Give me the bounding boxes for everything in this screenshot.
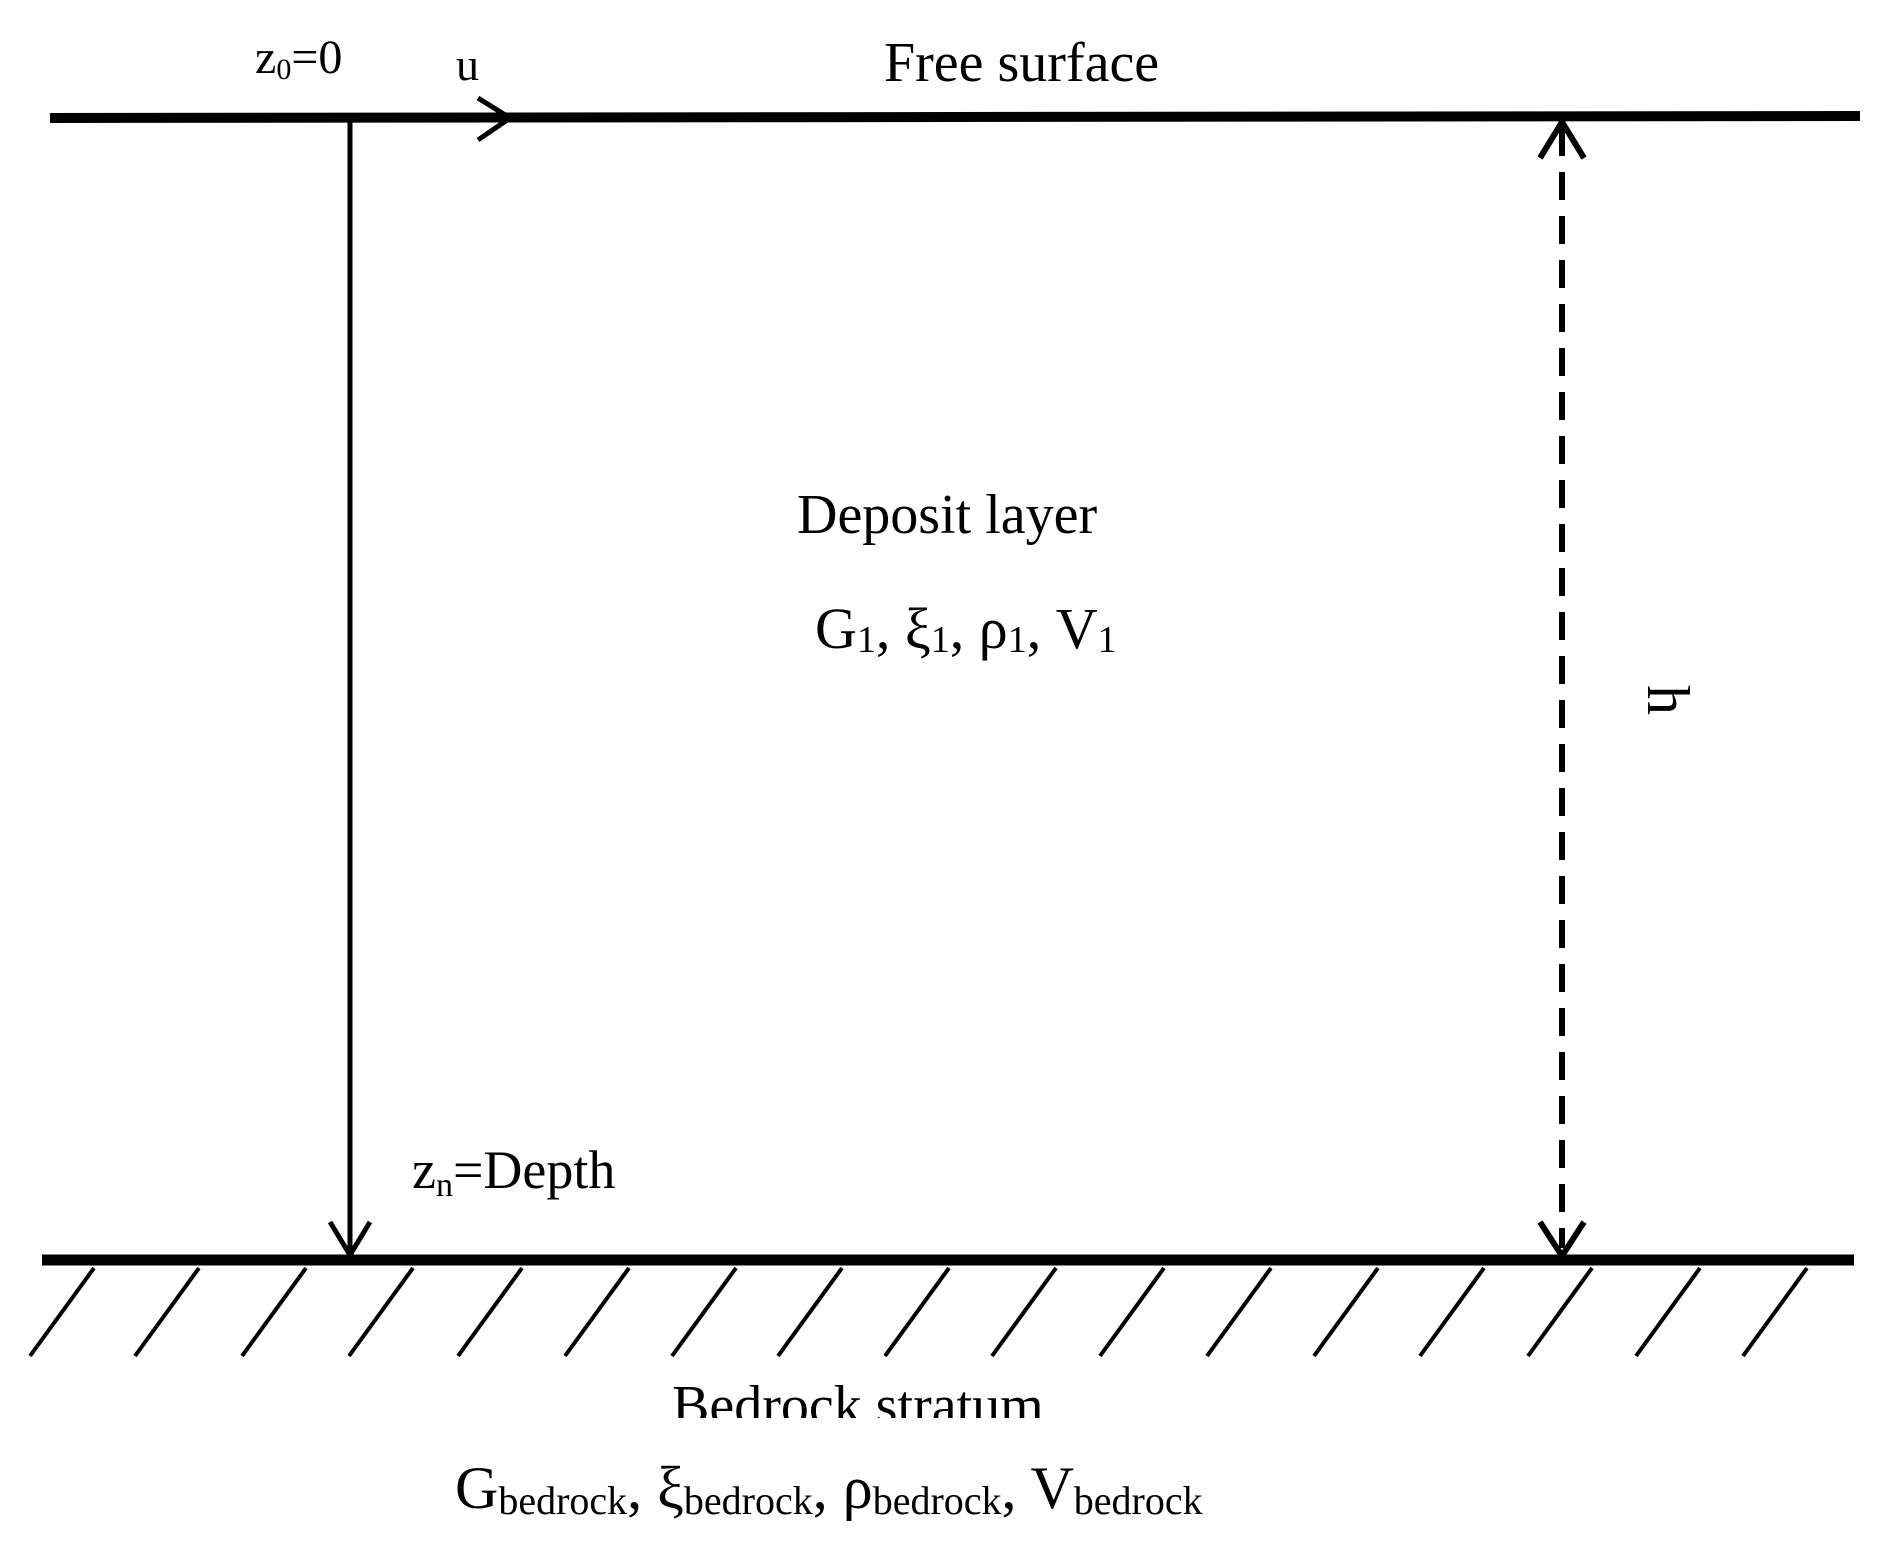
param-subscript: bedrock bbox=[498, 1478, 627, 1523]
param-separator: , bbox=[813, 1455, 843, 1521]
hatch-stroke bbox=[1526, 1266, 1594, 1358]
free-surface-label: Free surface bbox=[884, 32, 1159, 94]
hatch-stroke bbox=[1098, 1266, 1166, 1358]
hatch-stroke bbox=[133, 1266, 201, 1358]
hatch-stroke bbox=[1312, 1266, 1380, 1358]
param-separator: , bbox=[627, 1455, 657, 1521]
z0-value: =0 bbox=[291, 31, 342, 84]
bedrock-hatching bbox=[28, 1266, 1809, 1358]
param-symbol: ρ bbox=[843, 1455, 873, 1521]
hatch-stroke bbox=[1634, 1266, 1702, 1358]
depth-value: =Depth bbox=[453, 1140, 615, 1200]
z0-label: z0=0 bbox=[255, 31, 342, 86]
hatch-stroke bbox=[1741, 1266, 1809, 1358]
param-symbol: V bbox=[1030, 1455, 1073, 1521]
param-symbol: G bbox=[815, 596, 857, 661]
hatch-stroke bbox=[240, 1266, 308, 1358]
hatch-stroke bbox=[883, 1266, 951, 1358]
hatch-stroke bbox=[28, 1266, 96, 1358]
param-separator: , bbox=[950, 596, 979, 661]
hatch-stroke bbox=[1418, 1266, 1486, 1358]
hatch-stroke bbox=[347, 1266, 415, 1358]
param-symbol: ρ bbox=[979, 596, 1008, 661]
u-label: u bbox=[456, 39, 479, 90]
param-subscript: 1 bbox=[1008, 619, 1027, 661]
param-separator: , bbox=[1027, 596, 1056, 661]
title-crop-mask bbox=[600, 1418, 1160, 1444]
u-direction-arrowhead bbox=[476, 95, 515, 143]
z0-var: z bbox=[255, 31, 276, 84]
z0-subscript: 0 bbox=[276, 53, 291, 86]
param-subscript: bedrock bbox=[1074, 1478, 1203, 1523]
deposit-layer-title: Deposit layer bbox=[797, 484, 1097, 546]
hatch-stroke bbox=[456, 1266, 524, 1358]
thickness-label: h bbox=[1635, 685, 1701, 715]
depth-label: zn=Depth bbox=[412, 1140, 615, 1204]
param-subscript: 1 bbox=[931, 619, 950, 661]
hatch-stroke bbox=[563, 1266, 631, 1358]
hatch-stroke bbox=[776, 1266, 844, 1358]
depth-subscript: n bbox=[436, 1167, 453, 1204]
param-subscript: 1 bbox=[857, 619, 876, 661]
param-symbol: ξ bbox=[657, 1455, 684, 1521]
hatch-stroke bbox=[670, 1266, 738, 1358]
param-subscript: 1 bbox=[1098, 619, 1117, 661]
param-separator: , bbox=[1002, 1455, 1031, 1521]
hatch-stroke bbox=[1205, 1266, 1273, 1358]
deposit-layer-params: G1, ξ1, ρ1, V1 bbox=[815, 596, 1117, 661]
bedrock-params: Gbedrock, ξbedrock, ρbedrock, Vbedrock bbox=[455, 1455, 1203, 1523]
free-surface-line bbox=[49, 111, 1861, 123]
param-subscript: bedrock bbox=[684, 1478, 813, 1523]
param-separator: , bbox=[876, 596, 905, 661]
param-symbol: V bbox=[1056, 596, 1098, 661]
thickness-top-arrowhead bbox=[1537, 116, 1587, 160]
hatch-stroke bbox=[990, 1266, 1058, 1358]
param-subscript: bedrock bbox=[873, 1478, 1002, 1523]
param-symbol: G bbox=[455, 1455, 498, 1521]
param-symbol: ξ bbox=[905, 596, 931, 661]
depth-var: z bbox=[412, 1140, 436, 1200]
